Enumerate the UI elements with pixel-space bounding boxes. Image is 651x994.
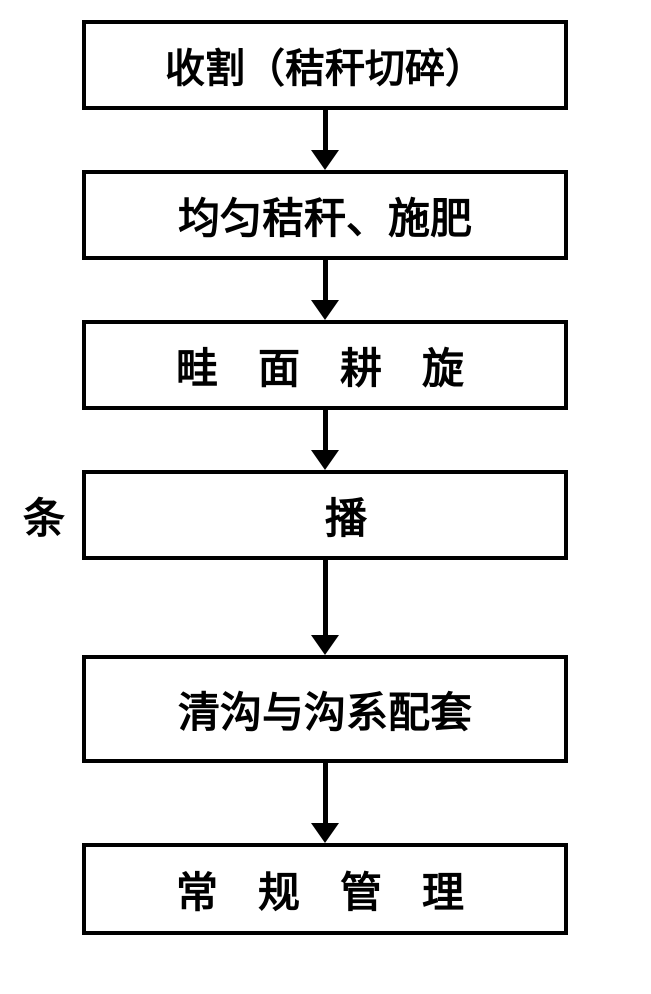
- arrow-shaft: [323, 260, 328, 300]
- flow-arrow: [311, 560, 339, 655]
- flow-node-label: 收割（秸秆切碎）: [165, 36, 485, 94]
- arrow-shaft: [323, 410, 328, 450]
- flow-node-n6: 常规管理: [82, 843, 568, 935]
- flow-node-label: 常规管理: [146, 859, 504, 920]
- flow-arrow: [311, 410, 339, 470]
- flow-node-label: 条播: [23, 485, 627, 546]
- flow-node-n2: 均匀秸秆、施肥: [82, 170, 568, 260]
- arrow-shaft: [323, 560, 328, 635]
- arrow-head-icon: [311, 635, 339, 655]
- flow-arrow: [311, 260, 339, 320]
- arrow-head-icon: [311, 150, 339, 170]
- flow-node-label: 清沟与沟系配套: [178, 679, 472, 740]
- arrow-head-icon: [311, 450, 339, 470]
- arrow-shaft: [323, 763, 328, 823]
- arrow-shaft: [323, 110, 328, 150]
- flow-arrow: [311, 110, 339, 170]
- flow-arrow: [311, 763, 339, 843]
- flow-node-n4: 条播: [82, 470, 568, 560]
- flow-node-n1: 收割（秸秆切碎）: [82, 20, 568, 110]
- flow-node-label: 均匀秸秆、施肥: [178, 185, 472, 246]
- flow-node-label: 畦面耕旋: [146, 335, 504, 396]
- flowchart-container: 收割（秸秆切碎） 均匀秸秆、施肥畦面耕旋条播清沟与沟系配套常规管理: [80, 20, 570, 935]
- flow-node-n5: 清沟与沟系配套: [82, 655, 568, 763]
- arrow-head-icon: [311, 300, 339, 320]
- flow-node-n3: 畦面耕旋: [82, 320, 568, 410]
- arrow-head-icon: [311, 823, 339, 843]
